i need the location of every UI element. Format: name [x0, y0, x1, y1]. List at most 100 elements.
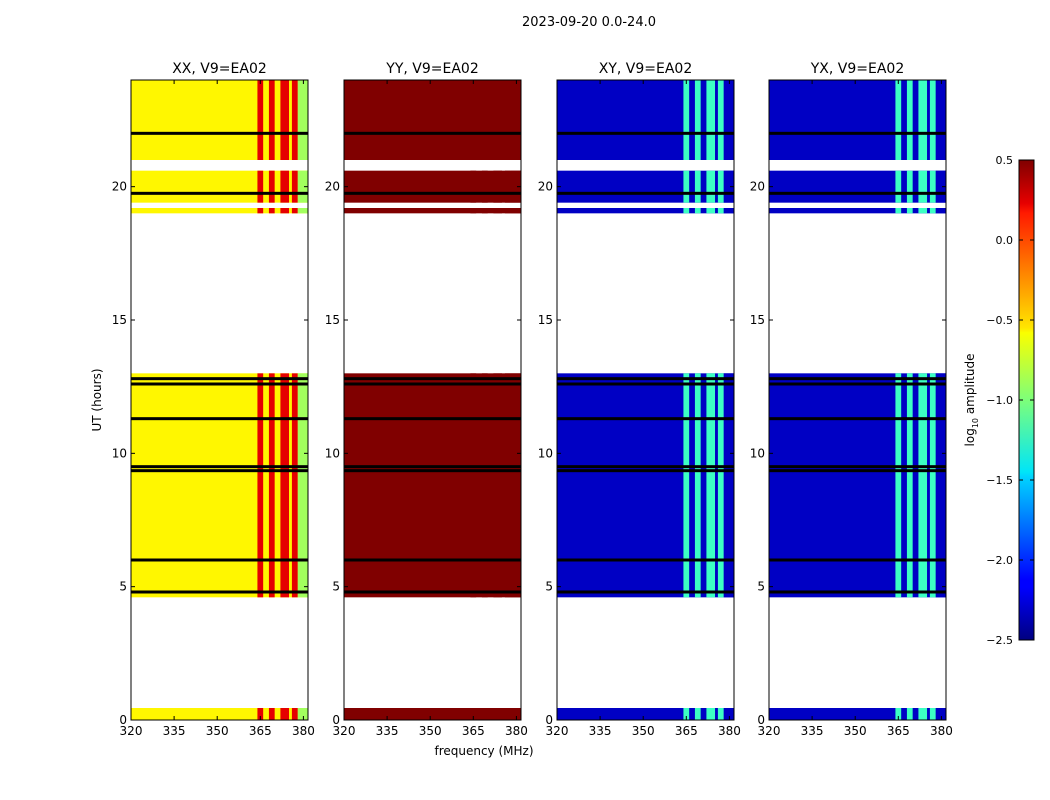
- flag-line: [131, 469, 308, 473]
- panel-2: YY, V9=EA02 320 335 350 365 380 0 5 10 15 20: [325, 61, 528, 738]
- rfi-band: [706, 208, 716, 214]
- flag-line: [131, 417, 308, 421]
- rfi-band: [470, 170, 477, 203]
- rfi-band: [929, 708, 936, 720]
- edge-band: [510, 170, 521, 203]
- rfi-band: [918, 170, 928, 203]
- x-tick-label: 335: [589, 724, 612, 738]
- colorbar-ticks: 0.5 0.0 −0.5 −1.0 −1.5 −2.0 −2.5: [986, 154, 1034, 647]
- flag-line: [131, 465, 308, 469]
- rfi-band: [906, 708, 913, 720]
- rfi-band: [706, 373, 716, 598]
- rfi-band: [918, 208, 928, 214]
- y-axis-label: UT (hours): [90, 368, 104, 431]
- rfi-band: [717, 208, 724, 214]
- rfi-band: [918, 708, 928, 720]
- edge-band: [935, 708, 946, 720]
- data-segment: [344, 80, 521, 160]
- rfi-band: [918, 80, 928, 160]
- rfi-band: [257, 373, 264, 598]
- flag-line: [344, 465, 521, 469]
- flag-line: [344, 377, 521, 381]
- rfi-band: [481, 170, 488, 203]
- flag-line: [131, 191, 308, 195]
- rfi-band: [470, 208, 477, 214]
- rfi-band: [291, 170, 298, 203]
- rfi-band: [683, 170, 690, 203]
- x-tick-label: 365: [675, 724, 698, 738]
- y-tick-label: 0: [119, 713, 127, 727]
- x-tick-label: 350: [844, 724, 867, 738]
- x-tick-label: 365: [887, 724, 910, 738]
- edge-band: [510, 373, 521, 598]
- panel-frame: [768, 79, 947, 721]
- edge-band: [510, 208, 521, 214]
- flag-line: [344, 558, 521, 562]
- rfi-band: [280, 373, 290, 598]
- edge-band: [297, 708, 308, 720]
- edge-band: [723, 373, 734, 598]
- edge-band: [935, 170, 946, 203]
- rfi-band: [717, 708, 724, 720]
- x-tick-label: 320: [120, 724, 143, 738]
- edge-band: [723, 708, 734, 720]
- x-tick-label: 335: [376, 724, 399, 738]
- data-segment: [769, 80, 946, 160]
- edge-band: [723, 208, 734, 214]
- y-tick-label: 20: [538, 180, 553, 194]
- y-tick-label: 20: [750, 180, 765, 194]
- rfi-band: [895, 80, 902, 160]
- x-axis-label: frequency (MHz): [434, 744, 533, 758]
- rfi-band: [906, 170, 913, 203]
- rfi-band: [268, 80, 275, 160]
- rfi-band: [268, 708, 275, 720]
- data-segment: [344, 708, 521, 720]
- flag-line: [344, 131, 521, 135]
- flag-line: [557, 417, 734, 421]
- y-tick-label: 20: [325, 180, 340, 194]
- rfi-band: [291, 80, 298, 160]
- x-tick-label: 380: [505, 724, 528, 738]
- colorbar-tick-label: −2.5: [986, 634, 1013, 647]
- rfi-band: [694, 208, 701, 214]
- panel-frame: [556, 79, 735, 721]
- rfi-band: [706, 708, 716, 720]
- rfi-band: [280, 170, 290, 203]
- colorbar-tick-label: −2.0: [986, 554, 1013, 567]
- rfi-band: [470, 708, 477, 720]
- rfi-band: [906, 80, 913, 160]
- flag-line: [769, 558, 946, 562]
- rfi-band: [504, 708, 511, 720]
- flag-line: [769, 382, 946, 386]
- flag-line: [344, 469, 521, 473]
- data-segment: [344, 170, 521, 203]
- panel-frame: [343, 79, 522, 721]
- rfi-band: [895, 708, 902, 720]
- data-segment: [131, 208, 308, 214]
- figure-title: 2023-09-20 0.0-24.0: [522, 15, 656, 30]
- y-tick-label: 15: [112, 313, 127, 327]
- data-segment: [557, 708, 734, 720]
- flag-line: [557, 558, 734, 562]
- panel-frame: [130, 79, 309, 721]
- colorbar-tick-label: 0.5: [996, 154, 1014, 167]
- x-tick-label: 335: [163, 724, 186, 738]
- y-tick-label: 5: [119, 580, 127, 594]
- rfi-band: [268, 208, 275, 214]
- rfi-band: [291, 208, 298, 214]
- edge-band: [935, 80, 946, 160]
- edge-band: [510, 708, 521, 720]
- rfi-band: [257, 708, 264, 720]
- rfi-band: [504, 80, 511, 160]
- colorbar-tick-label: −0.5: [986, 314, 1013, 327]
- flag-line: [769, 377, 946, 381]
- data-segment: [769, 708, 946, 720]
- colorbar-tick-label: −1.5: [986, 474, 1013, 487]
- flag-line: [131, 382, 308, 386]
- colorbar: 0.5 0.0 −0.5 −1.0 −1.5 −2.0 −2.5 log10 amplitu…: [963, 154, 1035, 647]
- panel-3: XY, V9=EA02 320 335 350 365 380 0 5 10 15 20: [538, 61, 741, 738]
- flag-line: [769, 131, 946, 135]
- flag-line: [557, 382, 734, 386]
